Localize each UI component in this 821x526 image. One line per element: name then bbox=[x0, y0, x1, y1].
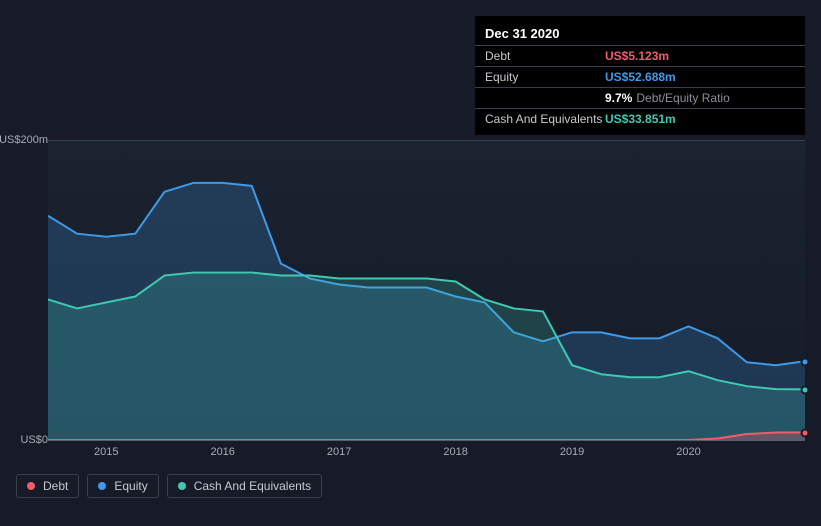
tooltip-title: Dec 31 2020 bbox=[475, 22, 805, 46]
series-end-marker bbox=[801, 386, 810, 395]
tooltip-row: 9.7% Debt/Equity Ratio bbox=[475, 88, 805, 109]
tooltip-row-label: Debt bbox=[485, 49, 605, 63]
x-axis-labels: 2015 2016 2017 2018 2019 2020 bbox=[48, 446, 805, 464]
x-axis-tick-label: 2020 bbox=[676, 446, 700, 458]
tooltip-box: Dec 31 2020 DebtUS$5.123mEquityUS$52.688… bbox=[475, 16, 805, 135]
legend-label: Cash And Equivalents bbox=[194, 479, 311, 493]
tooltip-row-value: 9.7% bbox=[605, 91, 632, 105]
legend-item-equity[interactable]: Equity bbox=[87, 474, 158, 498]
legend-swatch bbox=[98, 482, 106, 490]
x-axis-tick-label: 2016 bbox=[210, 446, 234, 458]
tooltip-row-value: US$52.688m bbox=[605, 70, 676, 84]
debt-equity-chart: 2015 2016 2017 2018 2019 2020 Debt Equity Cash … bbox=[16, 120, 805, 510]
tooltip-row-label: Equity bbox=[485, 70, 605, 84]
plot-area[interactable] bbox=[48, 140, 805, 440]
tooltip-row: EquityUS$52.688m bbox=[475, 67, 805, 88]
tooltip-row-label bbox=[485, 91, 605, 105]
legend-swatch bbox=[178, 482, 186, 490]
x-axis-tick-label: 2017 bbox=[327, 446, 351, 458]
chart-svg bbox=[48, 141, 805, 440]
tooltip-row-suffix: Debt/Equity Ratio bbox=[636, 91, 729, 105]
tooltip-row-value: US$5.123m bbox=[605, 49, 669, 63]
series-end-marker bbox=[801, 357, 810, 366]
x-axis-tick-label: 2019 bbox=[560, 446, 584, 458]
legend: Debt Equity Cash And Equivalents bbox=[16, 474, 322, 498]
x-axis-baseline bbox=[48, 440, 805, 441]
legend-swatch bbox=[27, 482, 35, 490]
legend-item-cash-and-equivalents[interactable]: Cash And Equivalents bbox=[167, 474, 322, 498]
y-axis-tick-label: US$0 bbox=[20, 434, 48, 446]
y-axis-tick-label: US$200m bbox=[0, 134, 48, 146]
legend-label: Debt bbox=[43, 479, 68, 493]
series-end-marker bbox=[801, 429, 810, 438]
legend-item-debt[interactable]: Debt bbox=[16, 474, 79, 498]
x-axis-tick-label: 2015 bbox=[94, 446, 118, 458]
legend-label: Equity bbox=[114, 479, 147, 493]
x-axis-tick-label: 2018 bbox=[443, 446, 467, 458]
tooltip-row: DebtUS$5.123m bbox=[475, 46, 805, 67]
